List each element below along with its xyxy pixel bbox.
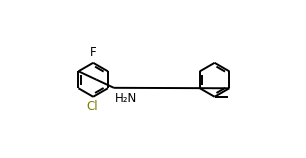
Text: Cl: Cl (86, 100, 98, 113)
Text: F: F (90, 46, 96, 59)
Text: H₂N: H₂N (115, 92, 137, 105)
